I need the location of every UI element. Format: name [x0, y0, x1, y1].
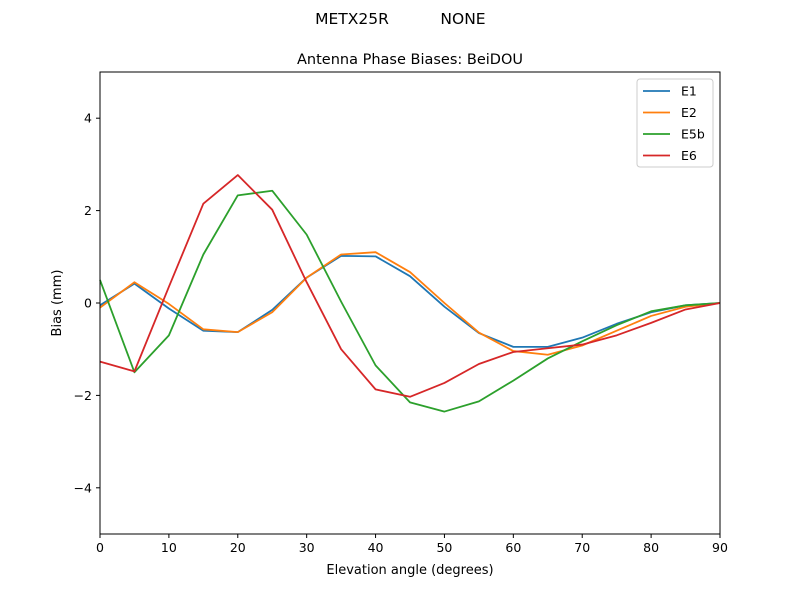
- x-tick-label: 80: [643, 540, 659, 555]
- antenna-label: METX25R: [315, 10, 389, 28]
- axis-ticks: 0 10 20 30 40 50 60 70 80 90 −4 −2 0 2 4: [74, 111, 728, 555]
- x-tick-label: 0: [96, 540, 104, 555]
- y-tick-label: −4: [74, 480, 92, 495]
- y-tick-label: 2: [84, 203, 92, 218]
- y-axis-label: Bias (mm): [50, 270, 65, 337]
- x-tick-label: 20: [230, 540, 246, 555]
- legend-label-e2: E2: [681, 105, 697, 120]
- y-tick-label: −2: [74, 388, 92, 403]
- series-line-e1: [99, 254, 721, 348]
- y-tick-label: 0: [84, 296, 92, 311]
- series-line-e6: [99, 174, 721, 398]
- x-tick-label: 10: [161, 540, 177, 555]
- series-lines: [99, 174, 721, 413]
- y-tick-label: 4: [84, 111, 92, 126]
- series-line-e2: [99, 251, 721, 356]
- legend-label-e6: E6: [681, 148, 697, 163]
- legend-label-e5b: E5b: [681, 127, 705, 142]
- x-tick-label: 30: [299, 540, 315, 555]
- series-line-e5b: [99, 189, 721, 413]
- x-tick-label: 70: [574, 540, 590, 555]
- x-tick-label: 50: [436, 540, 452, 555]
- x-tick-label: 40: [368, 540, 384, 555]
- x-axis-label: Elevation angle (degrees): [326, 563, 493, 578]
- x-tick-label: 90: [712, 540, 728, 555]
- legend: E1 E2 E5b E6: [636, 78, 714, 168]
- plot-frame: [99, 71, 721, 535]
- legend-box: [636, 78, 714, 168]
- x-tick-label: 60: [505, 540, 521, 555]
- legend-label-e1: E1: [681, 84, 697, 99]
- chart-title: Antenna Phase Biases: BeiDOU: [297, 52, 523, 68]
- radome-label: NONE: [440, 10, 485, 28]
